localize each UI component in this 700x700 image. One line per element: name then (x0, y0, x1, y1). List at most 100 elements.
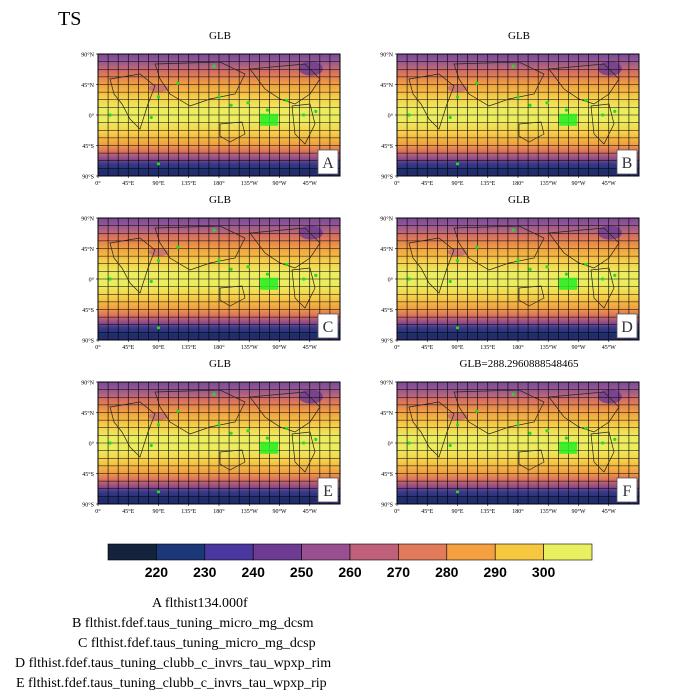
lon-tick-label: 0° (95, 180, 101, 187)
lat-tick-label: 45°S (82, 307, 94, 314)
station-marker (407, 277, 411, 281)
station-marker (217, 423, 221, 427)
panel-label: B (622, 155, 633, 172)
map-plot: 90°N45°N0°45°S90°S0° 45°E 90°E 135°E 180° 135… (380, 380, 640, 515)
station-marker (156, 162, 161, 166)
legend-line-a: A flthist134.000f (152, 596, 248, 611)
lat-tick-label: 45°S (381, 143, 393, 150)
coastline (548, 63, 620, 105)
coastline (219, 121, 246, 143)
station-marker (455, 95, 460, 99)
coastline (109, 237, 156, 294)
map-plot: 90°N45°N0°45°S90°S0° 45°E 90°E 135°E 180° 135… (81, 52, 341, 187)
lon-tick-label: 90°W (571, 508, 585, 515)
coastline (590, 103, 615, 145)
lon-tick-label: 90°E (451, 180, 463, 187)
lon-tick-label: 90°E (152, 180, 164, 187)
map-panel-d: GLB 90°N 45°N 0° 45°S 90°S 0° 45°E 90°E 135°E 180°… (369, 194, 669, 351)
lat-tick-label: 45°S (82, 143, 94, 150)
station-marker (108, 441, 112, 445)
map-panel-f: GLB=288.2960888548465 90°N 45°N 0° 45°S 90°S 0… (369, 358, 669, 515)
legend-line-b: B flthist.fdef.taus_tuning_micro_mg_dcsm (72, 616, 314, 631)
station-marker (108, 113, 112, 117)
station-marker (511, 392, 515, 396)
lon-tick-label: 45°E (122, 180, 134, 187)
lon-tick-label: 45°W (602, 180, 616, 187)
map-panel-b: GLB 90°N 45°N 0° 45°S 90°S 0° 45°E 90°E 135°E 180°… (369, 30, 669, 187)
lat-tick-label: 90°S (82, 338, 94, 345)
colorbar-swatch (301, 543, 351, 561)
lon-tick-label: 90°E (152, 344, 164, 351)
lon-tick-label: 45°W (303, 344, 317, 351)
station-marker (545, 265, 549, 269)
colorbar-label: 220 (145, 564, 169, 580)
station-marker (511, 228, 515, 232)
coastline (109, 73, 156, 130)
station-marker (229, 431, 233, 435)
station-marker (564, 272, 568, 276)
panel-label-box (317, 313, 339, 339)
colorbar-swatch (543, 543, 593, 561)
panel-label: D (621, 319, 633, 336)
station-marker (475, 81, 479, 85)
lon-tick-label: 135°W (241, 180, 258, 187)
panel-label-box (317, 477, 339, 503)
station-marker (176, 245, 180, 249)
cold-patch (597, 61, 622, 76)
lon-tick-label: 135°W (540, 508, 557, 515)
lon-tick-label: 90°W (571, 344, 585, 351)
colorbar-swatch (446, 543, 496, 561)
station-marker (613, 109, 617, 113)
coastline (453, 225, 545, 271)
station-marker (302, 441, 306, 445)
lon-tick-label: 135°E (480, 508, 495, 515)
map-plot: 90°N45°N0°45°S90°S0° 45°E 90°E 135°E 180° 135… (380, 52, 640, 187)
coastline (109, 401, 156, 458)
station-marker (475, 409, 479, 413)
station-marker (528, 103, 532, 107)
lon-tick-label: 45°E (421, 344, 433, 351)
station-marker (314, 273, 318, 277)
lat-tick-label: 90°N (380, 216, 393, 223)
map-panel-a: GLB 90°N 45°N 0° 45°S 90°S 0° 45°E 90°E 135°E 180°… (70, 30, 370, 187)
station-marker (613, 273, 617, 277)
map-plot: 90°N45°N0°45°S90°S0° 45°E 90°E 135°E 180° 135… (81, 216, 341, 351)
map-panel-c: GLB 90°N 45°N 0° 45°S 90°S 0° 45°E 90°E 135°E 180°… (70, 194, 370, 351)
cold-patch (298, 225, 323, 240)
lat-tick-label: 90°N (380, 52, 393, 59)
lon-tick-label: 135°E (181, 180, 196, 187)
lat-tick-label: 90°N (81, 380, 94, 387)
station-marker (564, 108, 568, 112)
legend-line-c: C flthist.fdef.taus_tuning_micro_mg_dcsp (78, 636, 316, 651)
station-marker (285, 262, 289, 266)
panel-label: C (323, 319, 334, 336)
lon-tick-label: 90°W (571, 180, 585, 187)
panel-label-box (616, 313, 638, 339)
figure-title: TS (58, 8, 82, 30)
coastline (291, 103, 316, 145)
lon-tick-label: 45°E (421, 180, 433, 187)
station-marker (564, 436, 568, 440)
coastline (154, 61, 246, 107)
colorbar-swatch (494, 543, 544, 561)
coastline (408, 73, 455, 130)
station-marker (265, 108, 269, 112)
lat-tick-label: 0° (89, 277, 95, 284)
station-marker (217, 95, 221, 99)
station-marker (528, 431, 532, 435)
panel-title: GLB (209, 30, 231, 42)
station-marker (149, 279, 153, 284)
coastline (453, 389, 545, 435)
lon-tick-label: 0° (394, 180, 400, 187)
panel-label-box (616, 477, 638, 503)
lon-tick-label: 90°E (451, 344, 463, 351)
lat-tick-label: 45°N (380, 410, 393, 417)
coastline (249, 63, 321, 105)
lon-tick-label: 135°W (540, 344, 557, 351)
station-marker (475, 245, 479, 249)
station-marker (448, 115, 452, 120)
station-marker (246, 429, 250, 433)
station-marker (156, 490, 161, 494)
station-marker (212, 392, 216, 396)
lon-tick-label: 90°W (272, 508, 286, 515)
